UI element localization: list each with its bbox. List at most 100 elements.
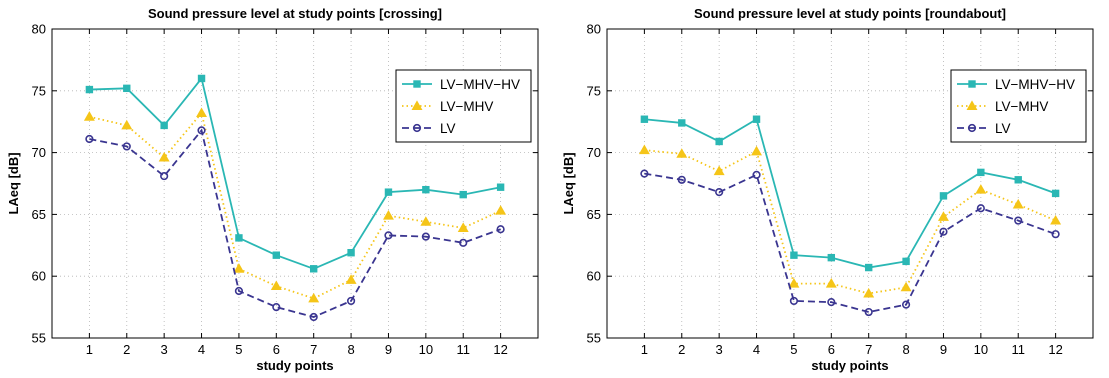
x-tick-label: 7 <box>310 342 317 357</box>
data-point <box>937 211 949 221</box>
legend-label: LV−MHV−HV <box>995 77 1075 92</box>
data-point <box>752 115 761 123</box>
data-point <box>233 263 245 273</box>
series-line <box>644 149 1056 295</box>
x-tick-label: 6 <box>273 342 280 357</box>
x-axis-label: study points <box>256 358 333 373</box>
y-tick-label: 65 <box>587 207 601 222</box>
legend-label: LV−MHV <box>995 99 1048 114</box>
x-tick-label: 11 <box>456 342 470 357</box>
data-point <box>864 307 873 317</box>
x-tick-label: 12 <box>493 342 507 357</box>
data-point <box>272 251 281 259</box>
legend-label: LV <box>440 121 456 136</box>
legend-marker <box>413 80 421 88</box>
y-tick-label: 80 <box>587 22 601 37</box>
chart-title: Sound pressure level at study points [ro… <box>694 6 1006 21</box>
data-point <box>496 225 505 234</box>
data-point <box>382 210 394 220</box>
x-tick-label: 9 <box>385 342 392 357</box>
data-point <box>346 296 356 306</box>
y-tick-label: 70 <box>587 145 601 160</box>
data-point <box>123 84 131 93</box>
y-tick-label: 60 <box>587 269 601 284</box>
x-tick-label: 1 <box>86 342 93 357</box>
legend-marker <box>968 80 976 88</box>
legend-label: LV−MHV <box>440 99 493 114</box>
data-point <box>751 145 763 156</box>
data-point <box>790 251 798 259</box>
data-point <box>384 188 393 196</box>
series-2 <box>640 169 1060 317</box>
data-point <box>309 265 318 273</box>
series-line <box>89 128 501 318</box>
x-tick-label: 9 <box>940 342 947 357</box>
data-point <box>640 115 649 123</box>
x-tick-label: 10 <box>419 342 433 357</box>
data-point <box>715 188 724 197</box>
data-point <box>977 168 985 177</box>
x-tick-label: 2 <box>678 342 685 357</box>
x-tick-label: 7 <box>865 342 872 357</box>
data-point <box>640 169 649 178</box>
x-axis-label: study points <box>811 358 888 373</box>
data-point <box>496 183 505 191</box>
legend: LV−MHV−HV LV−MHV LV <box>395 69 532 143</box>
series-line <box>644 117 1056 269</box>
data-point <box>495 205 507 215</box>
data-point <box>713 165 725 176</box>
y-tick-label: 55 <box>32 331 46 346</box>
data-point <box>939 227 948 236</box>
data-point <box>976 204 985 213</box>
x-tick-label: 10 <box>974 342 988 357</box>
legend-label: LV <box>995 121 1011 136</box>
data-point <box>715 137 723 146</box>
series-1 <box>638 144 1062 298</box>
data-point <box>900 281 912 292</box>
legend-marker <box>966 100 978 110</box>
chart-panel-roundabout: 1 2 3 4 5 6 7 8 9 10 11 12 55 60 65 70 75 80 Sound pressur… <box>555 0 1109 378</box>
data-point <box>83 111 95 121</box>
data-point <box>752 170 761 179</box>
data-point <box>85 134 94 144</box>
data-point <box>85 85 94 94</box>
data-point <box>345 274 357 284</box>
data-point <box>197 126 206 135</box>
y-axis-label: LAeq [dB] <box>6 152 21 214</box>
data-point <box>459 238 468 247</box>
x-tick-label: 3 <box>716 342 723 357</box>
data-point <box>901 300 911 309</box>
y-tick-label: 75 <box>587 83 601 98</box>
y-tick-label: 55 <box>587 331 601 346</box>
data-point <box>421 232 430 241</box>
data-point <box>121 119 133 130</box>
chart-panel-crossing: 1 2 3 4 5 6 7 8 9 10 11 12 55 60 65 70 75 80 Sound pressur… <box>6 6 539 373</box>
x-tick-label: 5 <box>790 342 797 357</box>
data-point <box>789 296 799 306</box>
x-tick-label: 6 <box>828 342 835 357</box>
series-line <box>644 172 1056 313</box>
legend-marker <box>411 100 423 110</box>
legend: LV−MHV−HV LV−MHV LV <box>950 69 1087 143</box>
legend-marker <box>412 123 422 133</box>
data-point <box>1014 216 1023 225</box>
series-0 <box>640 115 1060 272</box>
x-tick-label: 8 <box>347 342 354 357</box>
data-point <box>234 286 244 296</box>
data-point <box>678 119 686 127</box>
legend-marker <box>967 123 977 133</box>
x-tick-label: 4 <box>753 342 760 357</box>
data-point <box>420 216 432 226</box>
data-point <box>384 231 393 240</box>
data-point <box>308 292 320 303</box>
y-axis-label: LAeq [dB] <box>561 152 576 214</box>
data-point <box>864 263 873 272</box>
data-point <box>309 312 318 322</box>
data-point <box>347 249 355 257</box>
chart-title: Sound pressure level at study points [cr… <box>148 6 442 21</box>
data-point <box>827 298 836 307</box>
data-point <box>1050 214 1062 225</box>
data-point <box>270 280 282 291</box>
data-point <box>160 121 168 130</box>
